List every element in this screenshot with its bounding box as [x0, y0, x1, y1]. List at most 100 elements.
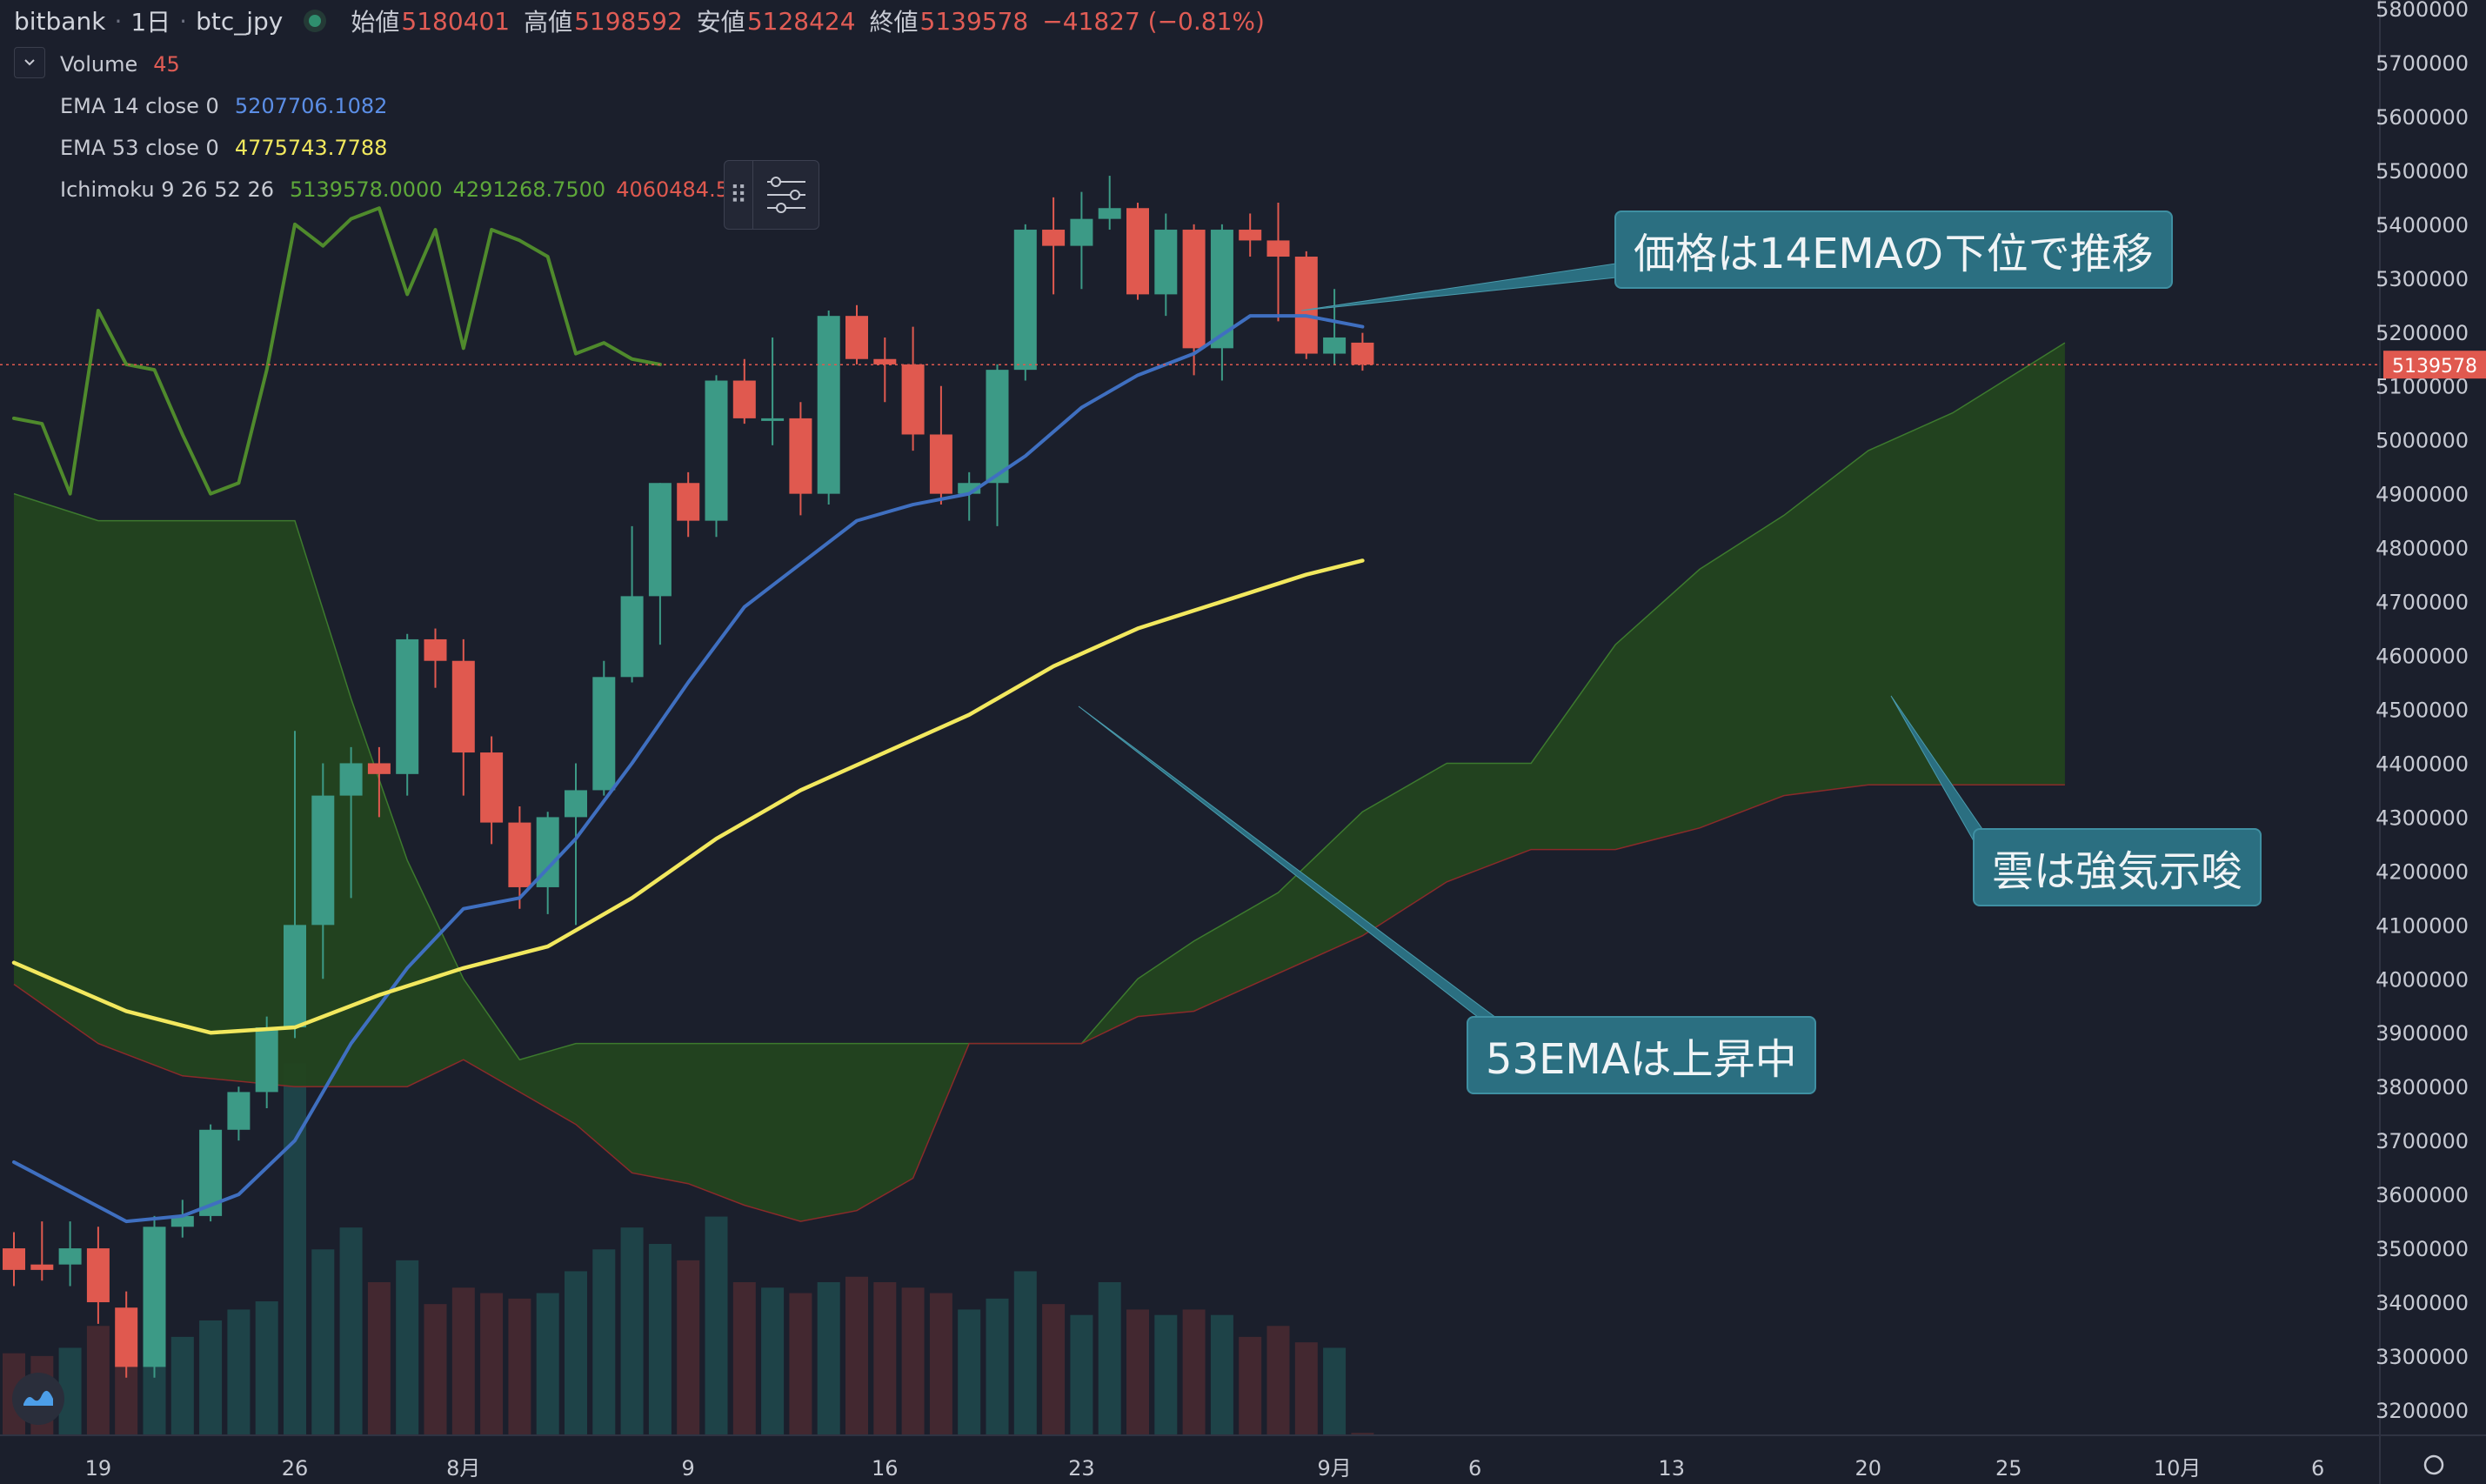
volume-bar: [1294, 1342, 1318, 1435]
candle-body: [648, 483, 672, 597]
candle-body: [30, 1264, 54, 1270]
ema14-line: [12, 314, 1365, 1224]
volume-bar: [592, 1249, 616, 1435]
legend-collapse-button[interactable]: [14, 47, 45, 78]
volume-bar: [1210, 1314, 1233, 1435]
volume-bar: [480, 1293, 504, 1435]
y-tick-label: 4900000: [2376, 483, 2469, 507]
tradingview-logo-icon: [23, 1390, 53, 1406]
candle-body: [255, 1027, 278, 1093]
y-tick-label: 4100000: [2376, 913, 2469, 938]
settings-sliders-icon: [766, 177, 805, 213]
volume-bar: [199, 1320, 223, 1435]
gear-icon: [2423, 1454, 2444, 1475]
x-tick-label: 13: [1658, 1456, 1685, 1481]
y-tick-label: 3600000: [2376, 1183, 2469, 1207]
y-tick-label: 5400000: [2376, 213, 2469, 237]
candle-body: [1013, 230, 1037, 371]
volume-bar: [1351, 1433, 1374, 1435]
settings-button[interactable]: [752, 161, 819, 229]
y-tick-label: 5700000: [2376, 51, 2469, 76]
volume-bar: [284, 1063, 306, 1435]
drag-handle-icon[interactable]: ⠿: [729, 180, 748, 210]
chevron-down-icon: [24, 59, 35, 66]
y-tick-label: 5100000: [2376, 375, 2469, 399]
candle-body: [58, 1248, 82, 1265]
candle-body: [115, 1307, 138, 1367]
y-tick-label: 5600000: [2376, 105, 2469, 130]
candle-body: [143, 1227, 166, 1367]
volume-bar: [1266, 1326, 1290, 1435]
volume-bar: [508, 1298, 531, 1435]
volume-bar: [958, 1309, 981, 1435]
x-tick-label: 16: [872, 1456, 899, 1481]
candle-body: [3, 1248, 25, 1270]
chart-settings-icon: [2423, 1454, 2444, 1475]
legend-ema14[interactable]: EMA 14 close 0 5207706.1082: [0, 90, 387, 122]
volume-bar: [170, 1336, 194, 1435]
callout-cloud: 雲は強気示唆: [1973, 828, 2262, 906]
y-tick-label: 5500000: [2376, 159, 2469, 184]
volume-bar: [86, 1326, 110, 1435]
candle-body: [339, 763, 363, 796]
y-tick-label: 5000000: [2376, 429, 2469, 453]
candle-body: [367, 763, 391, 774]
market-status-icon: [309, 15, 322, 27]
volume-bar: [677, 1260, 700, 1435]
volume-bar: [339, 1227, 363, 1435]
symbol-header: bitbank · 1日 · btc_jpy 始値 5180401 高値 51985…: [0, 0, 1279, 42]
price-tag: [2383, 351, 2486, 379]
ema14-value: 5207706.1082: [234, 94, 388, 118]
volume-bar: [367, 1282, 391, 1435]
volume-bar: [705, 1216, 728, 1435]
legend-ema53[interactable]: EMA 53 close 0 4775743.7788: [0, 132, 387, 164]
y-tick-label: 5300000: [2376, 267, 2469, 291]
candle-body: [311, 795, 335, 926]
candle-body: [565, 790, 587, 818]
candle-body: [986, 370, 1009, 484]
y-tick-label: 4600000: [2376, 645, 2469, 669]
y-axis-panel: [2380, 0, 2486, 1484]
indicator-settings-toolbar[interactable]: ⠿: [724, 160, 819, 230]
lagging-span-line: [12, 206, 662, 496]
interval-label[interactable]: 1日: [130, 8, 171, 37]
ichimoku-value-1: 5139578.0000: [290, 177, 443, 202]
y-tick-label: 3700000: [2376, 1129, 2469, 1153]
open-label: 始値: [351, 8, 400, 37]
symbol-label[interactable]: btc_jpy: [196, 6, 284, 36]
legend-volume[interactable]: Volume 45: [0, 49, 180, 80]
volume-name: Volume: [60, 52, 138, 77]
candle-body: [1070, 218, 1093, 246]
volume-bar: [1182, 1309, 1206, 1435]
candle-body: [480, 752, 504, 823]
candle-body: [761, 418, 785, 421]
y-tick-label: 4200000: [2376, 859, 2469, 884]
exchange-label: bitbank: [14, 6, 106, 36]
y-tick-label: 4300000: [2376, 806, 2469, 830]
tradingview-logo[interactable]: [12, 1373, 64, 1425]
volume-bar: [789, 1293, 812, 1435]
legend-ichimoku[interactable]: Ichimoku 9 26 52 26 5139578.0000 4291268…: [0, 174, 769, 205]
callout-cloud-text: 雲は強気示唆: [1992, 847, 2243, 896]
x-tick-label: 10月: [2154, 1456, 2202, 1481]
callout-ema53-text: 53EMAは上昇中: [1486, 1035, 1797, 1084]
volume-bar: [761, 1287, 785, 1435]
x-tick-label: 6: [2311, 1456, 2324, 1481]
ema14-name: EMA 14 close 0: [60, 94, 219, 118]
ema53-value: 4775743.7788: [234, 136, 388, 160]
cloud-span-b-line: [13, 784, 2065, 1222]
volume-bar: [845, 1276, 868, 1435]
candle-body: [1126, 208, 1149, 295]
cloud-span-a-line: [13, 342, 2066, 1061]
candle-body: [396, 638, 419, 774]
candle-body: [284, 925, 306, 1028]
volume-bar: [873, 1282, 897, 1435]
close-label: 終値: [869, 8, 919, 37]
volume-bar: [1323, 1347, 1347, 1435]
callout-ema14: 価格は14EMAの下位で推移: [1614, 211, 2173, 289]
open-value: 5180401: [401, 6, 511, 36]
volume-bar: [1126, 1309, 1149, 1435]
volume-bar: [565, 1271, 587, 1435]
x-tick-label: 19: [85, 1456, 112, 1481]
candle-body: [592, 677, 616, 791]
